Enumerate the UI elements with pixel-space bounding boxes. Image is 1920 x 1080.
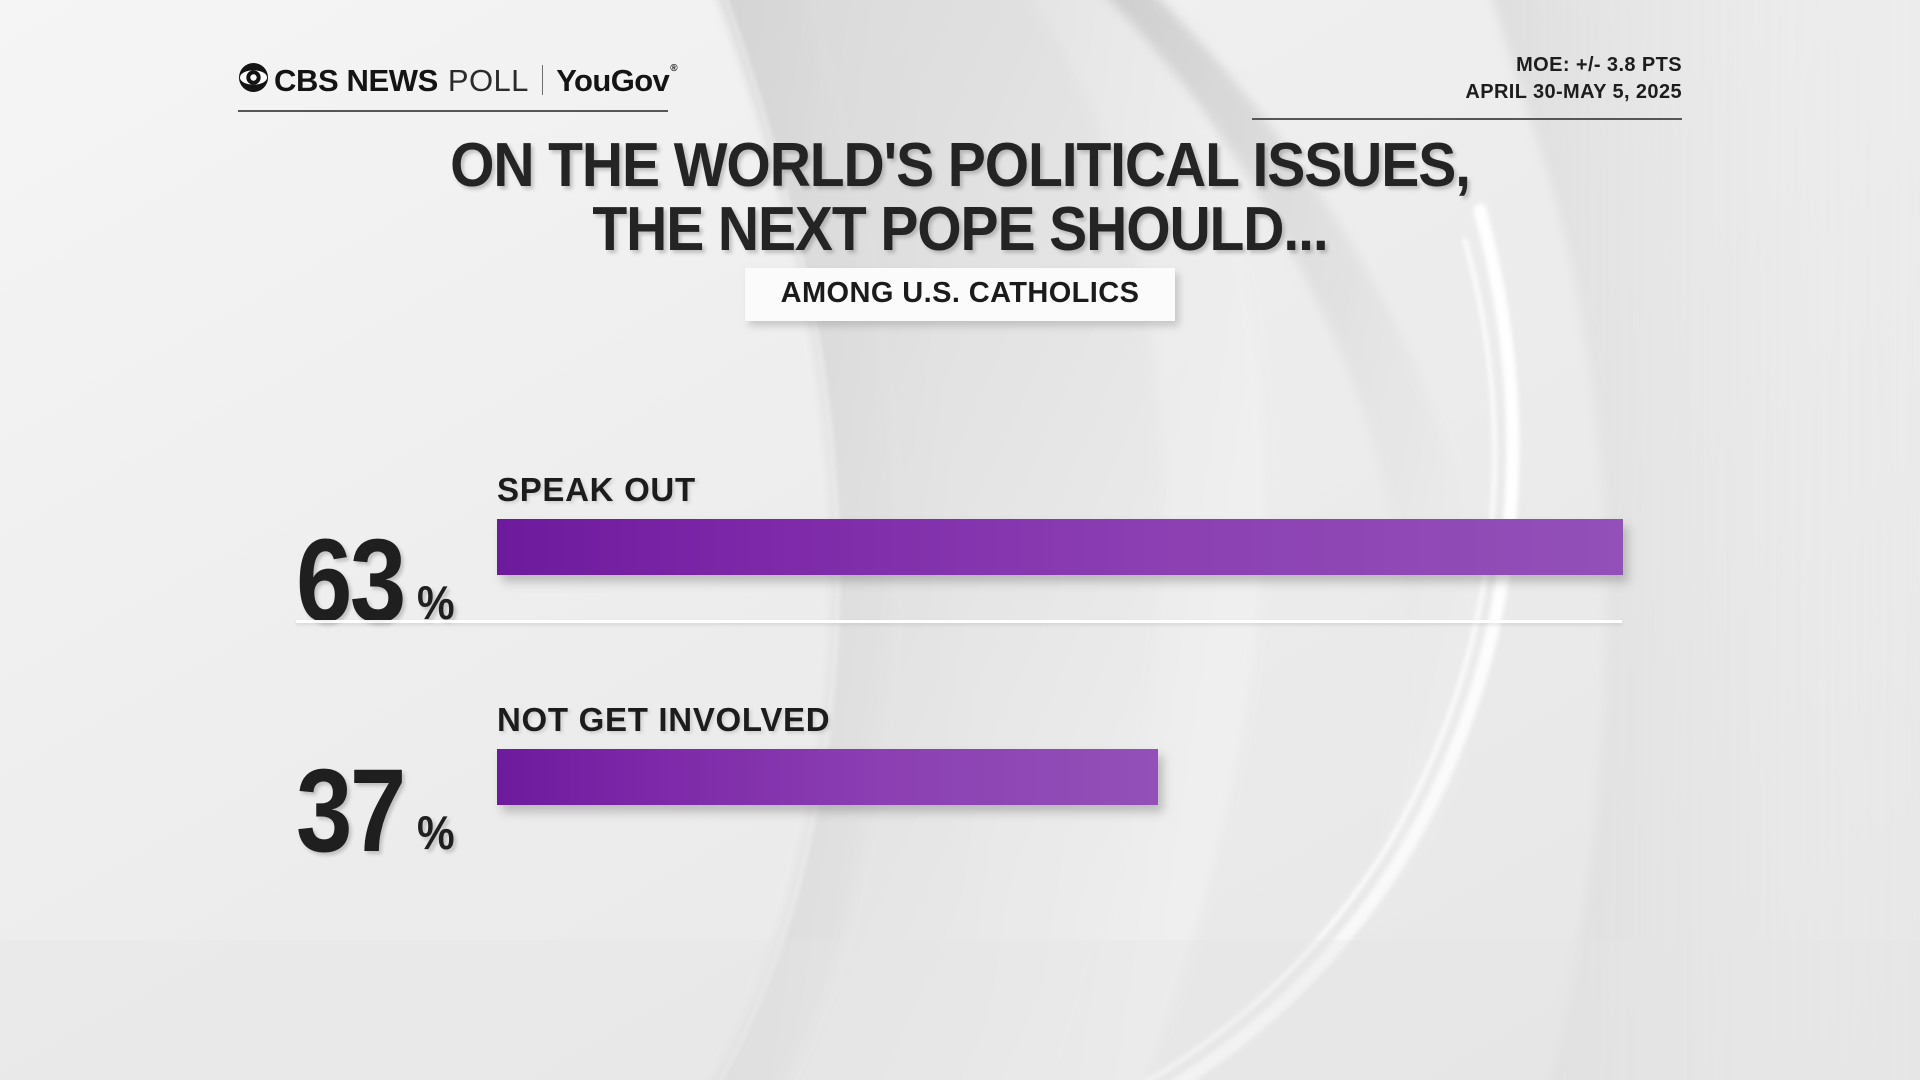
bar-chart: 63 % SPEAK OUT 37 % NOT GET INVOLVED	[0, 455, 1920, 870]
logo-divider	[541, 65, 544, 95]
yougov-text: YouGov	[556, 62, 670, 98]
cbs-news-wordmark: CBS NEWS	[274, 62, 438, 98]
subtitle-badge: AMONG U.S. CATHOLICS	[744, 268, 1176, 321]
chart-row: 63 % SPEAK OUT	[0, 455, 1920, 648]
registered-trademark-icon: ®	[670, 63, 677, 75]
percent-sign: %	[417, 806, 455, 859]
value-group: 63 %	[296, 515, 456, 648]
margin-of-error: MOE: +/- 3.8 PTS	[1516, 54, 1682, 76]
page-title: ON THE WORLD'S POLITICAL ISSUES, THE NEX…	[77, 131, 1843, 265]
bar-not-get-involved	[497, 749, 1159, 805]
row-divider	[296, 620, 1622, 623]
poll-wordmark: POLL	[447, 62, 529, 98]
yougov-wordmark: YouGov®	[556, 62, 677, 98]
cbs-eye-icon	[238, 62, 269, 98]
value-number: 37	[296, 745, 406, 878]
cbs-news-poll-yougov-logo: CBS NEWS POLL YouGov®	[238, 62, 678, 98]
chart-row: 37 % NOT GET INVOLVED	[0, 685, 1920, 878]
value-group: 37 %	[296, 745, 456, 878]
bar-speak-out	[497, 519, 1623, 575]
poll-metadata: MOE: +/- 3.8 PTS APRIL 30-MAY 5, 2025	[1465, 52, 1682, 106]
subtitle-container: AMONG U.S. CATHOLICS	[0, 268, 1920, 321]
header: CBS NEWS POLL YouGov® MOE: +/- 3.8 PTS A…	[0, 0, 1920, 128]
metadata-underline-rule	[1252, 118, 1682, 120]
title-line-2: THE NEXT POPE SHOULD...	[592, 195, 1328, 265]
field-dates: APRIL 30-MAY 5, 2025	[1465, 81, 1682, 103]
percent-sign: %	[417, 576, 455, 629]
category-label: SPEAK OUT	[497, 471, 696, 508]
logo-underline-rule	[238, 110, 668, 112]
title-line-1: ON THE WORLD'S POLITICAL ISSUES,	[450, 131, 1471, 200]
value-number: 63	[296, 515, 406, 648]
category-label: NOT GET INVOLVED	[497, 701, 831, 738]
